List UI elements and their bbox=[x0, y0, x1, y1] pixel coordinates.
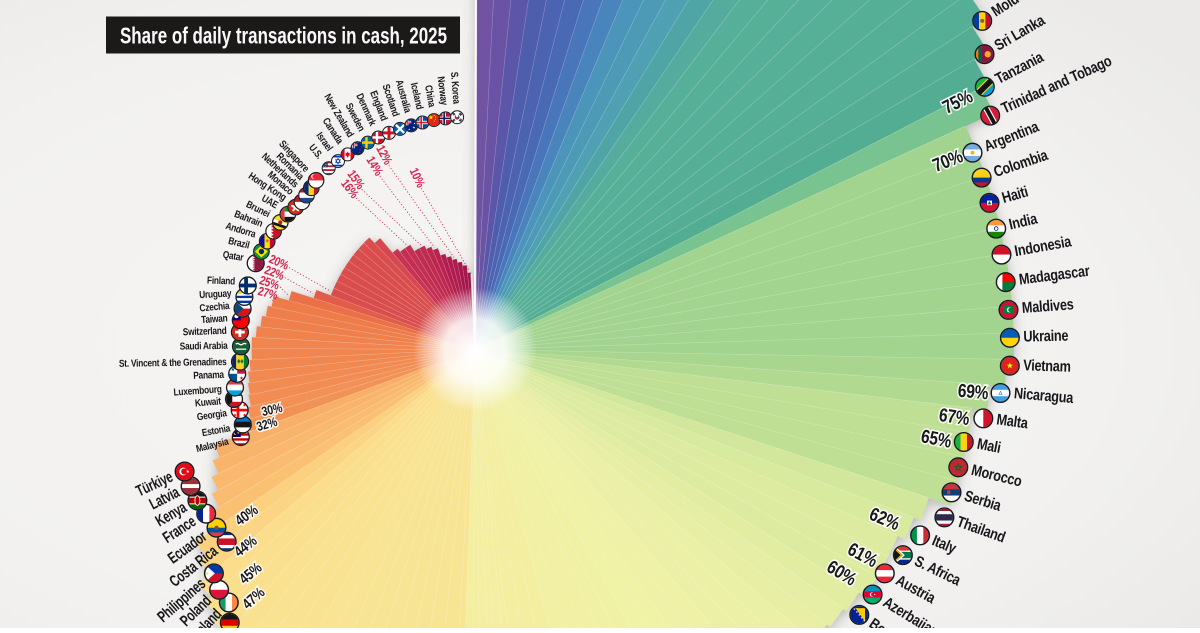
svg-text:Vietnam: Vietnam bbox=[1023, 357, 1071, 376]
svg-text:25%: 25% bbox=[258, 274, 281, 293]
svg-text:Luxembourg: Luxembourg bbox=[173, 384, 222, 398]
svg-text:32%: 32% bbox=[255, 414, 280, 435]
svg-text:Switzerland: Switzerland bbox=[183, 325, 228, 337]
svg-text:Nicaragua: Nicaragua bbox=[1013, 385, 1074, 407]
svg-text:Mali: Mali bbox=[976, 436, 1003, 458]
svg-text:Saudi Arabia: Saudi Arabia bbox=[180, 340, 229, 352]
svg-text:22%: 22% bbox=[262, 264, 285, 283]
svg-text:27%: 27% bbox=[256, 285, 279, 303]
svg-text:Brazil: Brazil bbox=[227, 235, 250, 250]
svg-text:Georgia: Georgia bbox=[196, 407, 228, 422]
svg-text:Estonia: Estonia bbox=[201, 422, 232, 438]
svg-text:Ukraine: Ukraine bbox=[1023, 327, 1069, 346]
svg-text:Kuwait: Kuwait bbox=[194, 396, 221, 409]
svg-text:Share of daily transactions in: Share of daily transactions in cash, 202… bbox=[120, 23, 447, 49]
svg-text:Norway: Norway bbox=[435, 76, 450, 107]
svg-text:Maldives: Maldives bbox=[1021, 296, 1074, 317]
svg-text:Taiwan: Taiwan bbox=[201, 313, 228, 326]
svg-text:30%: 30% bbox=[260, 400, 284, 420]
svg-text:67%: 67% bbox=[938, 404, 971, 430]
svg-text:Czechia: Czechia bbox=[199, 300, 231, 314]
svg-text:Uruguay: Uruguay bbox=[199, 288, 233, 301]
svg-text:Finland: Finland bbox=[207, 275, 236, 287]
svg-text:S. Korea: S. Korea bbox=[449, 71, 462, 105]
svg-text:St. Vincent & the Grenadines: St. Vincent & the Grenadines bbox=[119, 356, 227, 369]
svg-text:Panama: Panama bbox=[193, 369, 225, 381]
svg-text:69%: 69% bbox=[957, 379, 989, 403]
svg-text:China: China bbox=[423, 84, 438, 109]
svg-text:Qatar: Qatar bbox=[222, 249, 245, 263]
svg-text:Malta: Malta bbox=[995, 411, 1029, 433]
svg-text:India: India bbox=[1007, 210, 1039, 234]
